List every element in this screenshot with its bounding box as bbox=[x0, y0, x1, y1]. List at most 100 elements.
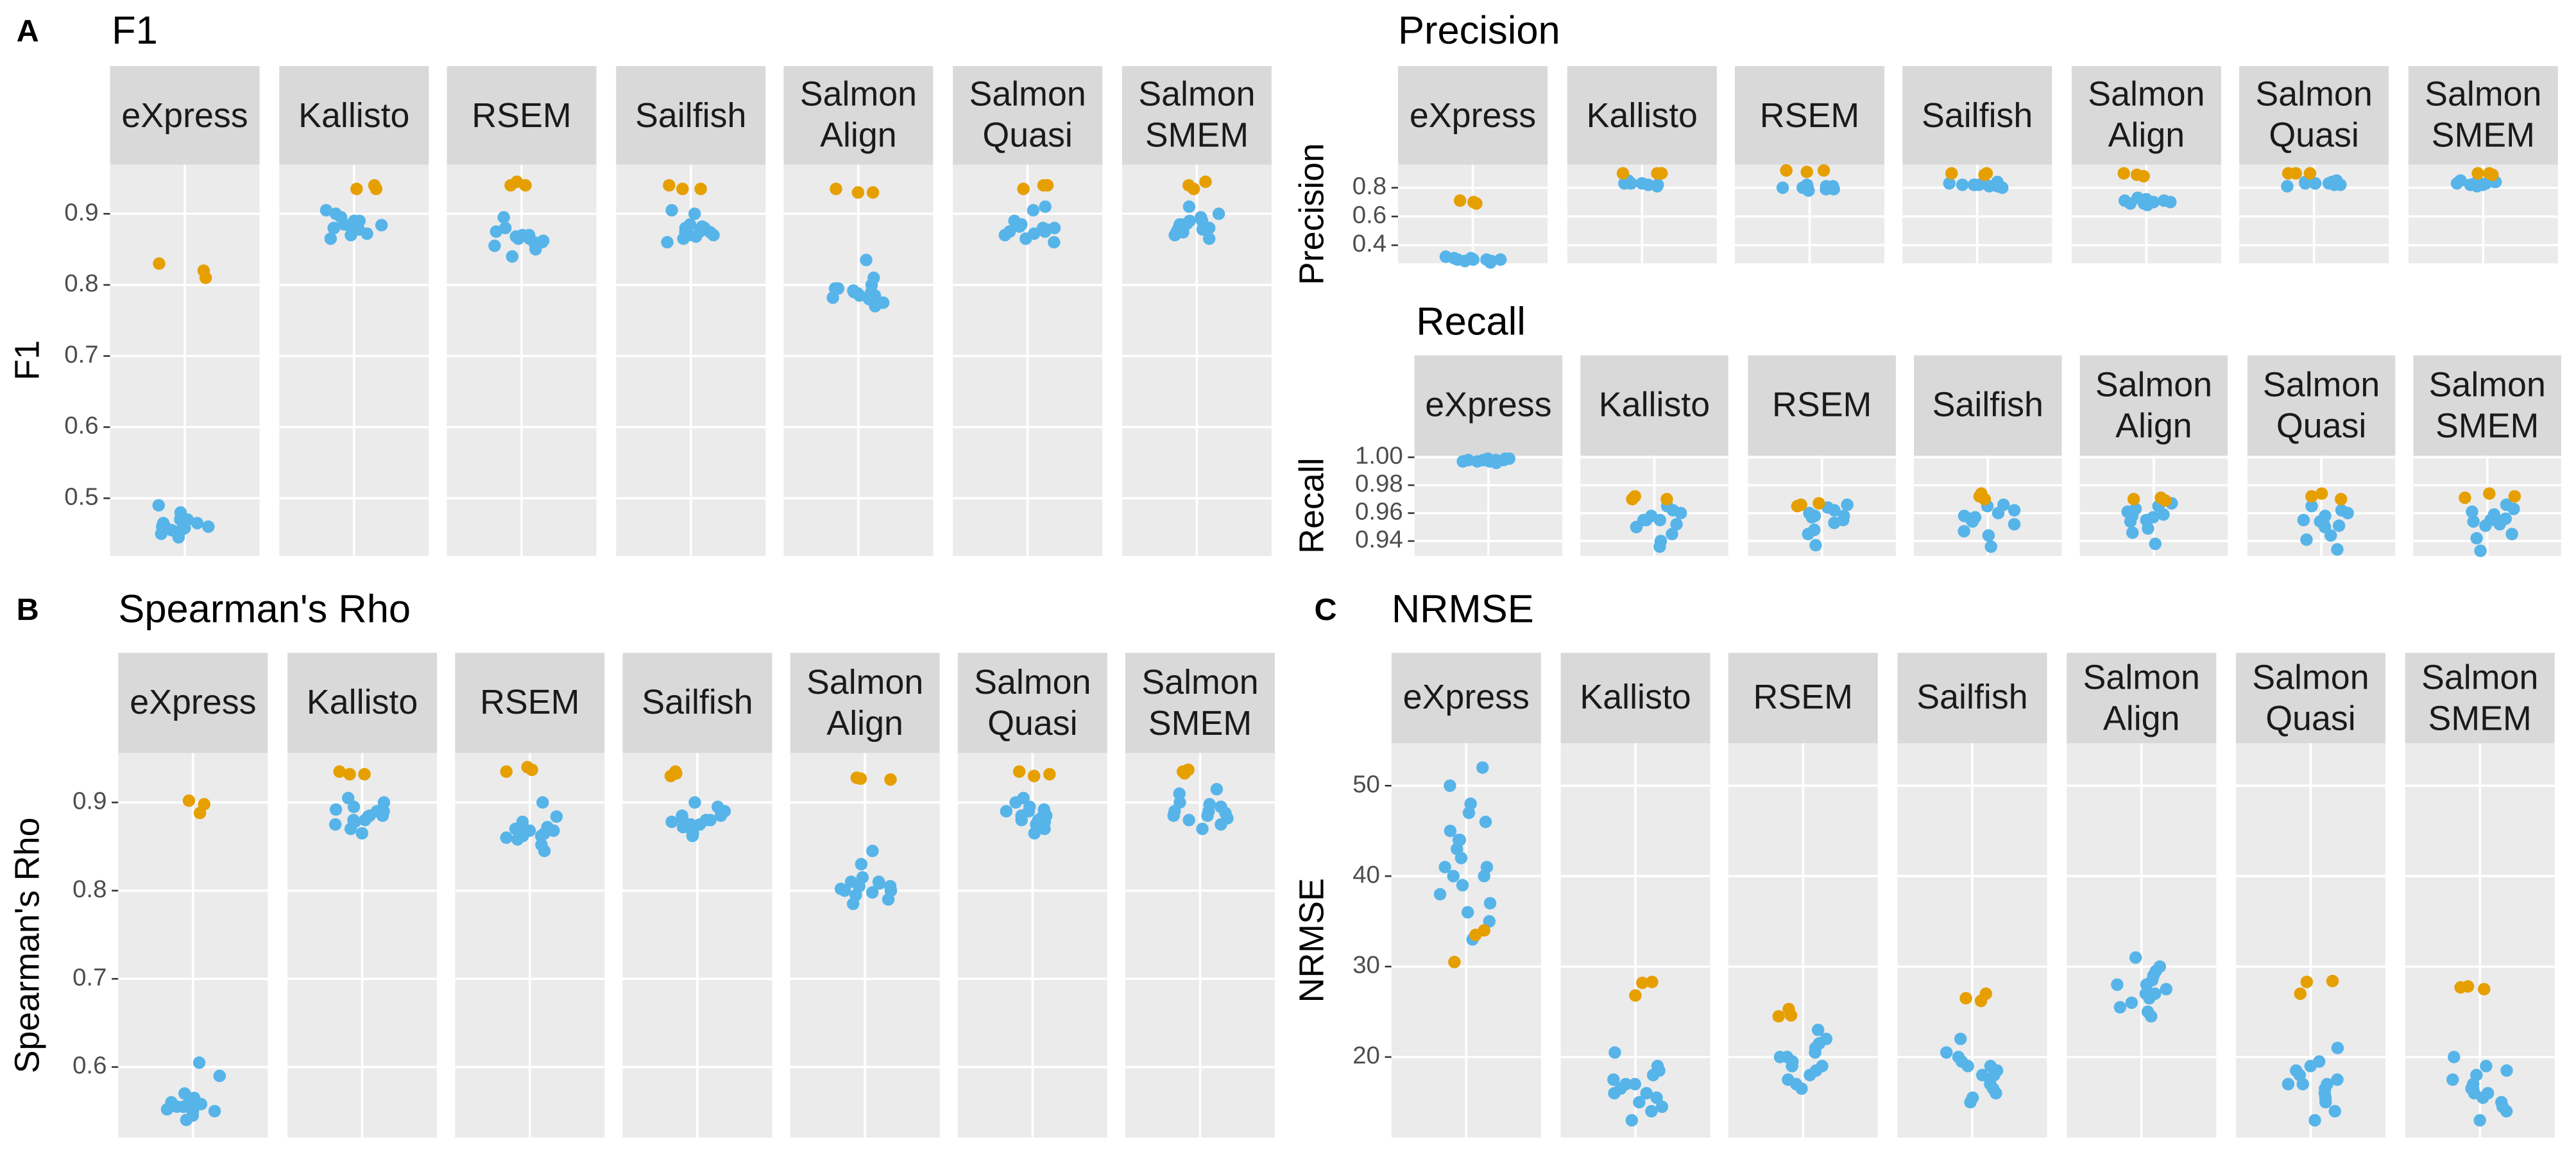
data-point bbox=[2140, 513, 2153, 527]
data-point bbox=[1608, 1046, 1621, 1059]
data-point bbox=[1653, 540, 1666, 553]
panel-title: Spearman's Rho bbox=[118, 587, 411, 631]
facet-strip bbox=[616, 66, 766, 165]
facet-label-box: Salmon Align bbox=[806, 664, 923, 743]
data-point bbox=[2474, 544, 2487, 557]
data-point bbox=[830, 182, 842, 196]
facet-label-box: eXpress bbox=[130, 684, 256, 722]
facet-label-box: Salmon Quasi bbox=[2263, 366, 2380, 445]
data-point bbox=[1803, 506, 1816, 520]
data-point bbox=[1039, 223, 1053, 236]
facet-label-box: RSEM bbox=[1753, 679, 1853, 717]
data-point bbox=[834, 882, 848, 895]
data-point bbox=[1027, 203, 1040, 217]
data-point bbox=[194, 1097, 208, 1111]
facet-label: eXpress bbox=[1409, 96, 1537, 135]
data-point bbox=[2145, 1010, 2158, 1023]
y-tick-label: 0.8 bbox=[73, 875, 107, 903]
facet-label: Salmon Quasi bbox=[2255, 76, 2373, 155]
data-point bbox=[2466, 1078, 2480, 1090]
data-point bbox=[699, 814, 713, 827]
data-point bbox=[869, 300, 882, 313]
data-point bbox=[1625, 1114, 1639, 1127]
data-point bbox=[1837, 513, 1850, 527]
facet-label-box: Sailfish bbox=[642, 684, 753, 722]
data-point bbox=[1483, 897, 1497, 910]
data-point bbox=[152, 499, 166, 512]
data-point bbox=[1608, 1087, 1621, 1100]
y-tick-label: 0.8 bbox=[64, 270, 98, 297]
data-point bbox=[2319, 510, 2332, 522]
facet-label-box: eXpress bbox=[1425, 386, 1551, 424]
facet-strip bbox=[2247, 355, 2396, 456]
facet-label: Sailfish bbox=[642, 684, 753, 722]
data-point bbox=[1782, 1073, 1795, 1086]
y-tick-label: 20 bbox=[1352, 1042, 1380, 1069]
facet-strip bbox=[2071, 66, 2221, 165]
data-point bbox=[2480, 1060, 2493, 1072]
data-point bbox=[191, 517, 204, 529]
data-point bbox=[1990, 1087, 2002, 1100]
y-tick-label: 0.94 bbox=[1355, 526, 1403, 553]
facet-label-box: RSEM bbox=[472, 96, 571, 134]
data-point bbox=[1817, 164, 1830, 177]
data-point bbox=[2468, 1087, 2481, 1100]
facet-label-box: RSEM bbox=[480, 684, 579, 722]
y-tick-label: 1.00 bbox=[1355, 442, 1403, 470]
facet-label: Sailfish bbox=[1921, 96, 2033, 135]
data-point bbox=[698, 221, 711, 235]
data-point bbox=[2305, 490, 2318, 503]
data-point bbox=[208, 1105, 221, 1118]
y-tick-label: 0.98 bbox=[1355, 470, 1403, 497]
data-point bbox=[1961, 1060, 1974, 1072]
facet-label: Salmon Align bbox=[799, 76, 917, 155]
facet-strip bbox=[1902, 66, 2052, 165]
facet-strip bbox=[2405, 653, 2555, 743]
data-point bbox=[2328, 1105, 2341, 1118]
data-point bbox=[199, 271, 212, 284]
data-point bbox=[1626, 493, 1639, 506]
data-point bbox=[2129, 951, 2142, 964]
facet-label: Salmon Quasi bbox=[969, 76, 1086, 155]
data-point bbox=[2500, 498, 2513, 512]
facet-label-box: Salmon SMEM bbox=[2425, 76, 2541, 155]
facet-label-box: Salmon Quasi bbox=[974, 664, 1091, 743]
data-point bbox=[1182, 763, 1195, 777]
data-point bbox=[1979, 987, 1993, 1001]
data-point bbox=[1173, 787, 1186, 800]
y-tick-label: 0.6 bbox=[64, 412, 98, 440]
data-point bbox=[1194, 211, 1207, 224]
data-point bbox=[1992, 180, 2004, 193]
data-point bbox=[1433, 888, 1447, 901]
data-point bbox=[1503, 452, 1515, 465]
data-point bbox=[2332, 519, 2346, 532]
data-point bbox=[538, 845, 551, 857]
data-point bbox=[1780, 164, 1793, 177]
y-tick-label: 0.8 bbox=[1352, 173, 1386, 200]
data-point bbox=[182, 794, 196, 807]
data-point bbox=[1483, 915, 1496, 928]
data-point bbox=[2300, 976, 2314, 988]
data-point bbox=[1167, 809, 1180, 822]
facet-label: Salmon SMEM bbox=[1141, 663, 1259, 743]
data-point bbox=[688, 796, 701, 809]
facet-strip bbox=[1414, 355, 1563, 456]
data-point bbox=[2117, 167, 2130, 180]
data-point bbox=[213, 1069, 226, 1083]
data-point bbox=[2454, 174, 2467, 187]
data-point bbox=[2319, 1096, 2332, 1109]
y-axis-label: Precision bbox=[1293, 143, 1331, 285]
data-point bbox=[2467, 515, 2480, 528]
y-tick-label: 0.7 bbox=[64, 341, 98, 368]
facet-label: Kallisto bbox=[1586, 96, 1698, 135]
data-point bbox=[1772, 1010, 1785, 1023]
data-point bbox=[1811, 1023, 1825, 1036]
facet-label-box: eXpress bbox=[1409, 96, 1537, 135]
data-point bbox=[362, 810, 375, 823]
data-point bbox=[1660, 493, 1673, 506]
data-point bbox=[1173, 796, 1186, 809]
data-point bbox=[2111, 978, 2124, 991]
data-point bbox=[377, 805, 390, 818]
data-point bbox=[174, 506, 187, 519]
